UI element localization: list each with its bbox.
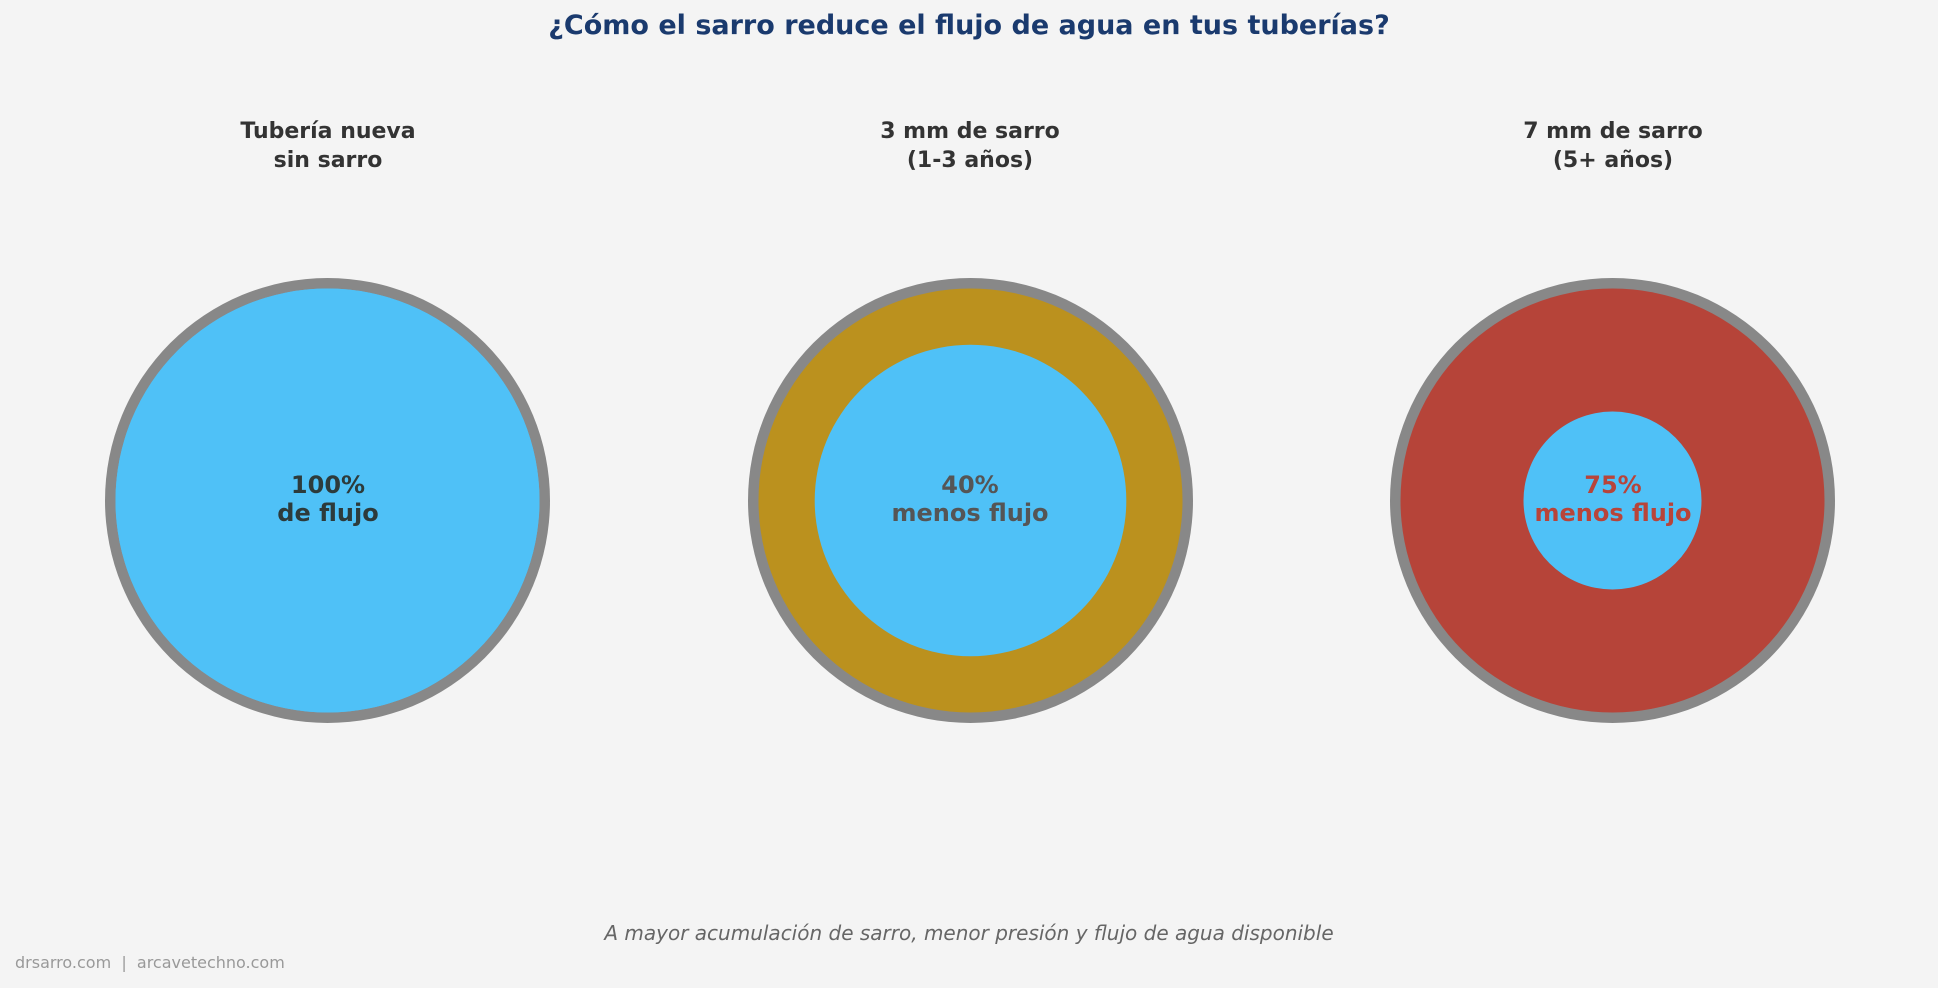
water-flow-area — [1523, 411, 1702, 590]
flow-label-7mm: 75% menos flujo — [1463, 471, 1763, 527]
panel-heading-new-pipe: Tubería nueva sin sarro — [128, 118, 528, 175]
flow-label-line1: 75% — [1584, 471, 1642, 499]
panel-heading-3mm: 3 mm de sarro (1-3 años) — [770, 118, 1170, 175]
panel-heading-7mm: 7 mm de sarro (5+ años) — [1413, 118, 1813, 175]
caption: A mayor acumulación de sarro, menor pres… — [604, 921, 1334, 945]
panel-heading-line1: 7 mm de sarro — [1523, 119, 1703, 144]
flow-label-3mm: 40% menos flujo — [820, 471, 1120, 527]
panel-heading-line1: Tubería nueva — [240, 119, 416, 144]
flow-label-line2: de flujo — [277, 498, 379, 527]
pipe-cross-section-7mm — [1390, 278, 1835, 723]
flow-label-line1: 40% — [941, 471, 999, 499]
flow-label-line2: menos flujo — [1534, 498, 1692, 527]
panel-heading-line2: (1-3 años) — [906, 147, 1034, 173]
panel-heading-line2: (5+ años) — [1552, 147, 1674, 173]
flow-label-new: 100% de flujo — [178, 471, 478, 527]
water-flow-area — [814, 344, 1127, 657]
flow-label-line2: menos flujo — [891, 498, 1049, 527]
footer-credits: drsarro.com | arcavetechno.com — [15, 953, 285, 972]
panel-heading-line2: sin sarro — [273, 147, 383, 173]
pipe-cross-section-new — [105, 278, 550, 723]
flow-label-line1: 100% — [290, 471, 366, 499]
panel-heading-line1: 3 mm de sarro — [880, 119, 1060, 144]
water-flow-area — [115, 288, 540, 713]
page-title: ¿Cómo el sarro reduce el flujo de agua e… — [548, 10, 1390, 41]
pipe-cross-section-3mm — [748, 278, 1193, 723]
